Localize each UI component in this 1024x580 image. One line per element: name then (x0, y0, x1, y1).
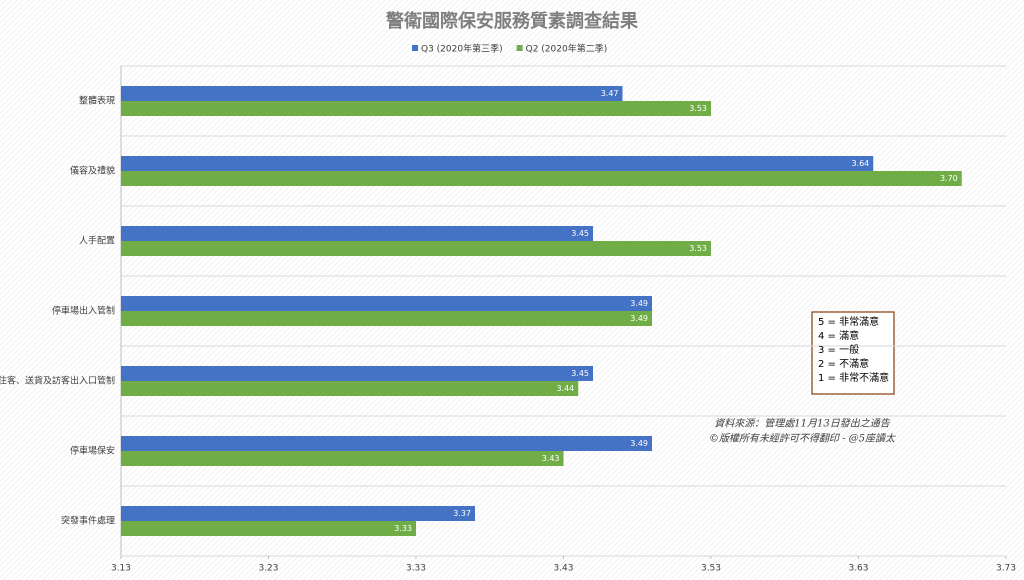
scale-note: 3 = 一般 (818, 343, 859, 356)
annotation: 資料來源：管理處11月13日發出之通告 (714, 418, 890, 430)
y-tick-label: 儀容及禮貌 (70, 165, 115, 177)
bar (121, 86, 623, 101)
scale-note: 5 = 非常滿意 (818, 315, 879, 328)
y-tick-label: 人手配置 (79, 235, 115, 247)
x-tick-label: 3.53 (701, 564, 721, 574)
value-label: 3.37 (453, 509, 471, 518)
chart-title: 警衛國際保安服務質素調查結果 (386, 10, 639, 32)
y-tick-label: 停車場保安 (70, 445, 115, 457)
value-label: 3.49 (630, 314, 648, 323)
bar (121, 156, 874, 171)
bar (121, 451, 564, 466)
x-tick-label: 3.23 (258, 564, 278, 574)
bar (121, 521, 416, 536)
scale-note: 1 = 非常不滿意 (818, 371, 889, 384)
value-label: 3.53 (689, 244, 707, 253)
legend-swatch (516, 45, 523, 51)
bar (121, 296, 652, 311)
x-tick-label: 3.43 (553, 564, 573, 574)
bar (121, 506, 475, 521)
bar (121, 241, 711, 256)
value-label: 3.44 (556, 384, 574, 393)
scale-box (811, 311, 895, 395)
x-tick-label: 3.63 (848, 564, 868, 574)
bar (121, 171, 962, 186)
x-tick-label: 3.73 (996, 564, 1016, 574)
value-label: 3.64 (851, 159, 869, 168)
value-label: 3.49 (630, 439, 648, 448)
y-tick-label: 停車場出入管制 (52, 305, 115, 317)
x-tick-label: 3.33 (406, 564, 426, 574)
bar (121, 381, 579, 396)
bar (121, 311, 652, 326)
value-label: 3.49 (630, 299, 648, 308)
y-tick-label: 整體表現 (79, 95, 115, 107)
y-tick-label: 住客、送貨及訪客出入口管制 (0, 375, 115, 387)
scale-note: 4 = 滿意 (818, 329, 859, 342)
y-tick-label: 突發事件處理 (61, 515, 115, 527)
legend-label: Q2 (2020年第二季) (526, 43, 608, 55)
value-label: 3.45 (571, 229, 589, 238)
legend-label: Q3 (2020年第三季) (421, 43, 503, 55)
value-label: 3.43 (542, 454, 560, 463)
value-label: 3.33 (394, 524, 412, 533)
value-label: 3.70 (940, 174, 958, 183)
value-label: 3.45 (571, 369, 589, 378)
x-tick-label: 3.13 (111, 564, 131, 574)
bar (121, 436, 652, 451)
annotation: ©版權所有未經許可不得翻印 - @5座讀太 (709, 433, 896, 445)
bar (121, 226, 593, 241)
value-label: 3.47 (601, 89, 619, 98)
scale-note: 2 = 不滿意 (818, 357, 869, 370)
legend-swatch (412, 45, 418, 51)
bar (121, 101, 711, 116)
bar (121, 366, 593, 381)
value-label: 3.53 (689, 104, 707, 113)
